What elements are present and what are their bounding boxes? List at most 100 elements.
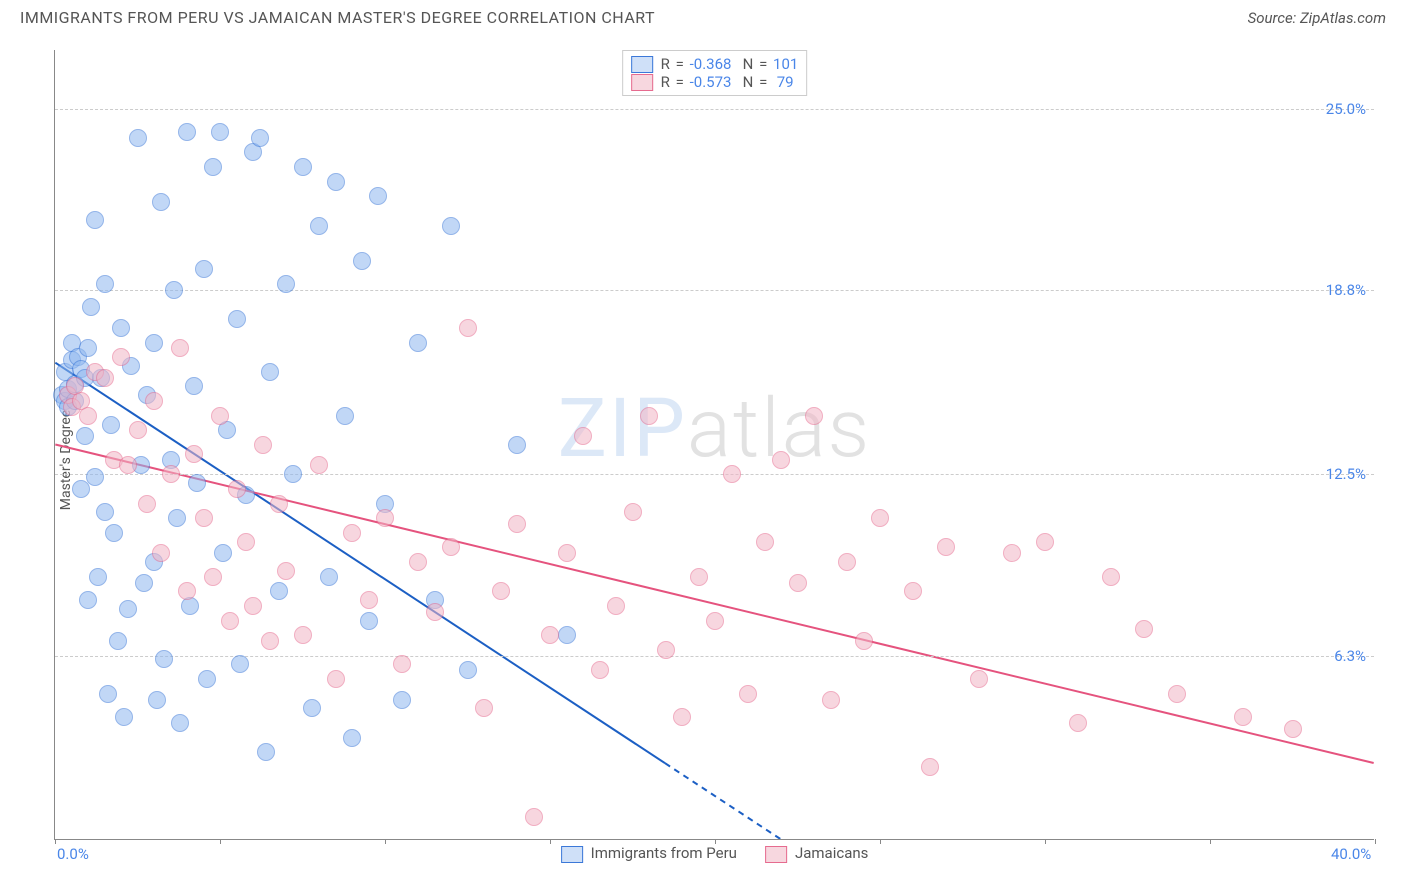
r-value-peru: -0.368: [690, 55, 732, 73]
x-tick: [1375, 839, 1376, 844]
data-point: [574, 427, 592, 445]
data-point: [79, 407, 97, 425]
x-tick: [385, 839, 386, 844]
data-point: [195, 509, 213, 527]
r-value-jamaican: -0.573: [690, 73, 732, 91]
data-point: [327, 670, 345, 688]
data-point: [336, 407, 354, 425]
data-point: [343, 729, 361, 747]
watermark: ZIPatlas: [558, 381, 871, 477]
data-point: [261, 632, 279, 650]
data-point: [442, 538, 460, 556]
plot-area: ZIPatlas R = -0.368 N = 101 R = -0.573 N…: [54, 50, 1374, 840]
data-point: [135, 574, 153, 592]
x-tick-label: 40.0%: [1331, 845, 1371, 863]
data-point: [772, 451, 790, 469]
data-point: [86, 211, 104, 229]
data-point: [115, 708, 133, 726]
data-point: [673, 708, 691, 726]
data-point: [185, 377, 203, 395]
data-point: [270, 495, 288, 513]
data-point: [221, 612, 239, 630]
gridline: [55, 474, 1374, 475]
data-point: [284, 465, 302, 483]
data-point: [508, 515, 526, 533]
data-point: [277, 275, 295, 293]
data-point: [525, 808, 543, 826]
data-point: [360, 612, 378, 630]
gridline: [55, 656, 1374, 657]
data-point: [105, 524, 123, 542]
x-tick: [880, 839, 881, 844]
x-tick: [220, 839, 221, 844]
data-point: [254, 436, 272, 454]
data-point: [148, 691, 166, 709]
data-point: [1003, 544, 1021, 562]
data-point: [102, 416, 120, 434]
data-point: [360, 591, 378, 609]
data-point: [270, 582, 288, 600]
swatch-jamaican-icon: [765, 846, 787, 863]
data-point: [871, 509, 889, 527]
data-point: [1069, 714, 1087, 732]
data-point: [459, 661, 477, 679]
data-point: [508, 436, 526, 454]
data-point: [690, 568, 708, 586]
y-tick-label: 18.8%: [1326, 281, 1366, 299]
data-point: [310, 456, 328, 474]
data-point: [310, 217, 328, 235]
x-tick: [55, 839, 56, 844]
data-point: [138, 495, 156, 513]
data-point: [723, 465, 741, 483]
data-point: [145, 392, 163, 410]
data-point: [228, 480, 246, 498]
data-point: [855, 632, 873, 650]
data-point: [145, 334, 163, 352]
data-point: [1036, 533, 1054, 551]
x-tick: [715, 839, 716, 844]
data-point: [1102, 568, 1120, 586]
data-point: [369, 187, 387, 205]
data-point: [657, 641, 675, 659]
data-point: [162, 465, 180, 483]
data-point: [211, 123, 229, 141]
data-point: [343, 524, 361, 542]
x-tick: [1210, 839, 1211, 844]
legend-item-peru: Immigrants from Peru: [561, 844, 737, 863]
data-point: [1234, 708, 1252, 726]
data-point: [459, 319, 477, 337]
data-point: [152, 544, 170, 562]
data-point: [244, 597, 262, 615]
data-point: [231, 655, 249, 673]
data-point: [838, 553, 856, 571]
n-value-peru: 101: [773, 55, 798, 73]
data-point: [277, 562, 295, 580]
data-point: [119, 456, 137, 474]
data-point: [376, 509, 394, 527]
n-value-jamaican: 79: [777, 73, 794, 91]
data-point: [171, 714, 189, 732]
data-point: [706, 612, 724, 630]
data-point: [119, 600, 137, 618]
data-point: [261, 363, 279, 381]
data-point: [112, 319, 130, 337]
data-point: [921, 758, 939, 776]
chart-container: Master's Degree ZIPatlas R = -0.368 N = …: [20, 40, 1386, 880]
data-point: [204, 158, 222, 176]
data-point: [129, 129, 147, 147]
data-point: [165, 281, 183, 299]
chart-source: Source: ZipAtlas.com: [1248, 9, 1386, 27]
data-point: [195, 260, 213, 278]
data-point: [251, 129, 269, 147]
data-point: [76, 427, 94, 445]
data-point: [591, 661, 609, 679]
data-point: [79, 339, 97, 357]
data-point: [294, 158, 312, 176]
data-point: [294, 626, 312, 644]
data-point: [1135, 620, 1153, 638]
data-point: [822, 691, 840, 709]
data-point: [168, 509, 186, 527]
data-point: [82, 298, 100, 316]
data-point: [393, 655, 411, 673]
data-point: [96, 275, 114, 293]
